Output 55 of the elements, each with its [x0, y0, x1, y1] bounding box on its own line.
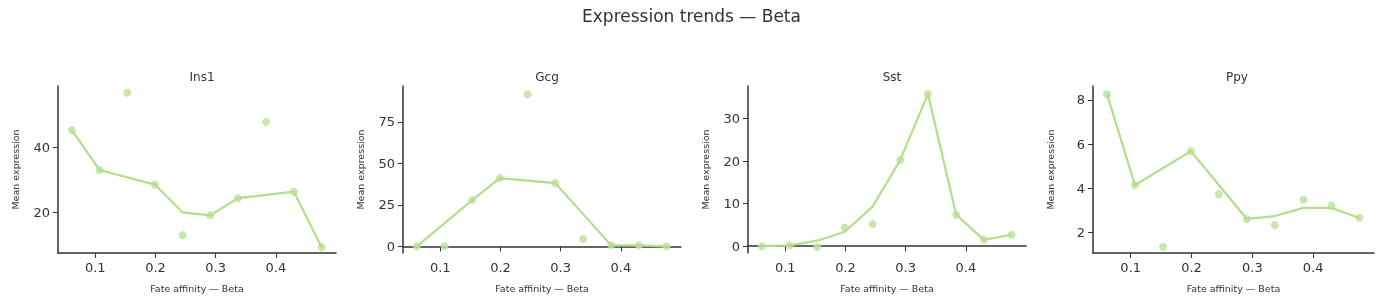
y-tick-label: 20	[33, 204, 50, 220]
y-tick-label: 25	[378, 197, 395, 213]
x-tick-label: 0.1	[774, 260, 796, 275]
x-tick-label: 0.2	[490, 260, 511, 275]
x-tick-label: 0.3	[550, 260, 571, 275]
point	[262, 118, 271, 126]
x-tick-label: 0.4	[955, 260, 977, 275]
x-tick-label: 0.1	[429, 260, 451, 275]
y-tick-label: 10	[723, 196, 740, 212]
x-tick-label: 0.3	[895, 260, 916, 275]
x-tick-label: 0.4	[610, 260, 632, 275]
y-tick-label: 0	[731, 238, 740, 254]
x-axis-title: Fate affinity — Beta	[495, 282, 589, 294]
y-tick-label: 75	[378, 114, 395, 130]
point	[178, 231, 187, 240]
x-tick-label: 0.2	[145, 260, 166, 275]
point	[1270, 220, 1279, 229]
x-tick-label: 0.1	[84, 260, 106, 275]
x-tick-label: 0.3	[1242, 260, 1263, 275]
point	[1158, 243, 1167, 252]
x-tick-label: 0.2	[1181, 260, 1202, 275]
x-axis-title: Fate affinity — Beta	[1186, 282, 1281, 294]
y-axis-title: Mean expression	[354, 129, 366, 210]
x-tick-label: 0.1	[1120, 260, 1142, 275]
chart-title: Ins1	[189, 70, 215, 84]
point	[578, 235, 587, 244]
chart-title: Sst	[882, 70, 902, 84]
text: Expression trends — Beta	[581, 6, 802, 26]
y-tick-label: 2	[1076, 225, 1085, 241]
y-axis-title: Mean expression	[9, 129, 21, 210]
point	[813, 243, 822, 252]
y-tick-label: 8	[1076, 92, 1085, 108]
point	[1214, 190, 1223, 199]
x-tick-label: 0.4	[1302, 260, 1324, 275]
x-tick-label: 0.3	[205, 260, 226, 275]
y-tick-label: 4	[1076, 180, 1085, 196]
x-tick-label: 0.4	[265, 260, 287, 275]
point	[523, 90, 532, 99]
y-axis-title: Mean expression	[1044, 129, 1056, 210]
y-tick-label: 20	[723, 153, 740, 169]
point	[123, 88, 132, 97]
y-tick-label: 6	[1076, 136, 1085, 152]
x-axis-title: Fate affinity — Beta	[840, 282, 934, 294]
y-tick-label: 30	[723, 111, 740, 127]
y-tick-label: 0	[386, 238, 395, 254]
x-axis-title: Fate affinity — Beta	[150, 282, 244, 294]
point	[868, 220, 877, 229]
y-tick-label: 40	[33, 140, 50, 156]
point	[1299, 195, 1308, 204]
x-tick-label: 0.2	[835, 260, 856, 275]
y-tick-label: 50	[378, 155, 395, 171]
y-axis-title: Mean expression	[699, 129, 711, 210]
chart-title: Gcg	[535, 70, 559, 84]
point	[440, 242, 449, 251]
chart-title: Ppy	[1226, 70, 1248, 84]
